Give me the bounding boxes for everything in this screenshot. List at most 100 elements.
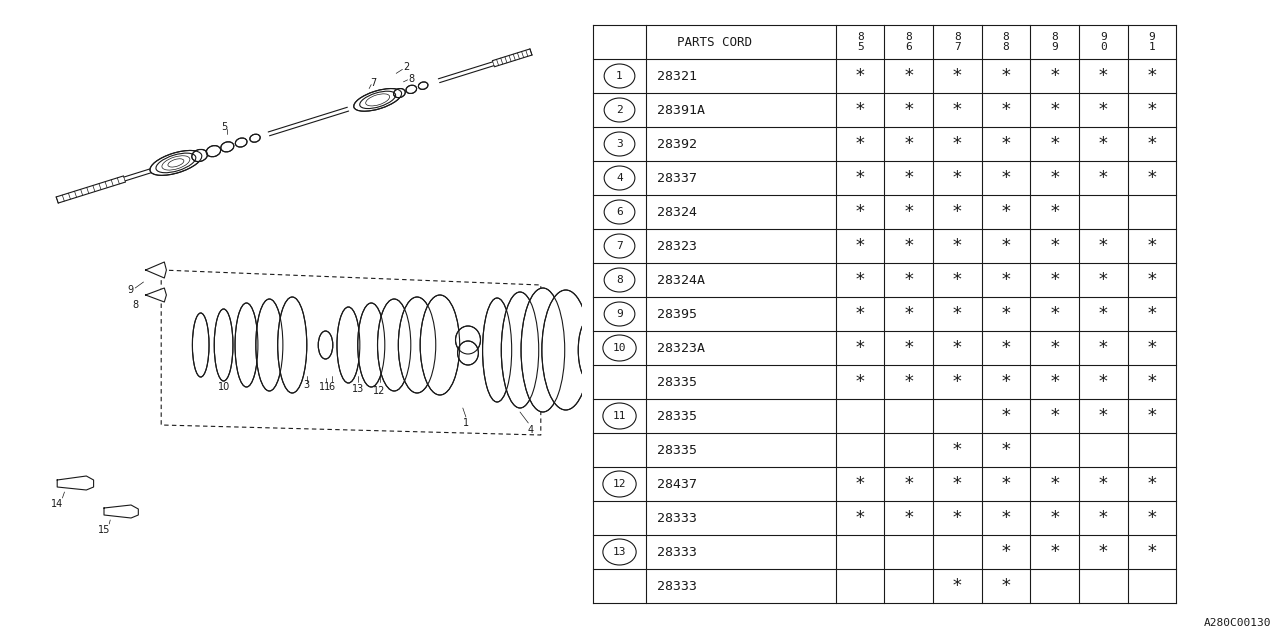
Text: 6: 6: [905, 42, 913, 52]
Text: *: *: [1001, 135, 1011, 153]
Ellipse shape: [214, 309, 233, 381]
Text: *: *: [855, 271, 865, 289]
Text: *: *: [904, 305, 914, 323]
Text: 28335: 28335: [657, 444, 696, 456]
Text: 28323A: 28323A: [657, 342, 704, 355]
Text: *: *: [1147, 339, 1157, 357]
Text: *: *: [855, 135, 865, 153]
Text: *: *: [1001, 67, 1011, 85]
Text: *: *: [855, 339, 865, 357]
Text: 28333: 28333: [657, 511, 696, 525]
Text: *: *: [952, 509, 963, 527]
Ellipse shape: [398, 297, 435, 393]
Text: *: *: [855, 305, 865, 323]
Text: *: *: [1050, 203, 1060, 221]
Text: *: *: [1147, 305, 1157, 323]
Text: *: *: [1147, 237, 1157, 255]
Text: 28333: 28333: [657, 579, 696, 593]
Text: *: *: [1050, 475, 1060, 493]
Text: *: *: [952, 441, 963, 459]
Text: *: *: [1001, 237, 1011, 255]
Text: 8: 8: [1002, 42, 1010, 52]
Text: *: *: [952, 339, 963, 357]
Text: 12: 12: [613, 479, 626, 489]
Text: *: *: [1147, 169, 1157, 187]
Text: *: *: [1098, 237, 1108, 255]
Text: *: *: [1098, 135, 1108, 153]
Text: 10: 10: [218, 382, 229, 392]
Ellipse shape: [393, 88, 406, 98]
Text: *: *: [1147, 543, 1157, 561]
Text: 8: 8: [954, 32, 961, 42]
Text: *: *: [1098, 509, 1108, 527]
Text: *: *: [1098, 67, 1108, 85]
Ellipse shape: [192, 149, 207, 161]
Text: *: *: [904, 169, 914, 187]
Text: *: *: [855, 509, 865, 527]
Text: 9: 9: [1100, 32, 1107, 42]
Text: 6: 6: [329, 382, 335, 392]
Text: 1: 1: [1148, 42, 1156, 52]
Text: 5: 5: [856, 42, 864, 52]
Ellipse shape: [236, 303, 259, 387]
Text: *: *: [904, 509, 914, 527]
Text: 11: 11: [320, 382, 332, 392]
Text: 8: 8: [132, 300, 138, 310]
Polygon shape: [146, 288, 166, 302]
Text: 13: 13: [352, 384, 364, 394]
Text: *: *: [1001, 305, 1011, 323]
Text: *: *: [1050, 67, 1060, 85]
Text: 28323: 28323: [657, 239, 696, 253]
Text: *: *: [855, 67, 865, 85]
Polygon shape: [58, 476, 93, 490]
Text: *: *: [1050, 101, 1060, 119]
Text: *: *: [1098, 101, 1108, 119]
Text: *: *: [1001, 577, 1011, 595]
Text: *: *: [952, 237, 963, 255]
Text: PARTS CORD: PARTS CORD: [677, 35, 751, 49]
Text: 9: 9: [1051, 42, 1059, 52]
Ellipse shape: [502, 292, 539, 408]
Ellipse shape: [250, 134, 260, 142]
Text: *: *: [1001, 373, 1011, 391]
Ellipse shape: [206, 146, 220, 157]
Text: 28337: 28337: [657, 172, 696, 184]
Text: 28333: 28333: [657, 545, 696, 559]
Text: 4: 4: [616, 173, 623, 183]
Text: 8: 8: [1002, 32, 1010, 42]
Text: 28395: 28395: [657, 307, 696, 321]
Text: *: *: [952, 305, 963, 323]
Text: *: *: [1001, 203, 1011, 221]
Text: 7: 7: [370, 77, 376, 88]
Text: *: *: [1147, 407, 1157, 425]
Text: 7: 7: [616, 241, 623, 251]
Text: 12: 12: [374, 386, 385, 396]
Ellipse shape: [221, 142, 234, 152]
Text: *: *: [904, 67, 914, 85]
Text: 28321: 28321: [657, 70, 696, 83]
Text: *: *: [855, 203, 865, 221]
Text: *: *: [904, 203, 914, 221]
Text: 13: 13: [613, 547, 626, 557]
Text: *: *: [952, 169, 963, 187]
Ellipse shape: [420, 295, 460, 395]
Ellipse shape: [192, 313, 209, 377]
Text: *: *: [1050, 237, 1060, 255]
Text: *: *: [952, 67, 963, 85]
Text: 14: 14: [51, 499, 63, 509]
Ellipse shape: [406, 85, 416, 93]
Text: 3: 3: [616, 139, 623, 149]
Text: 9: 9: [616, 309, 623, 319]
Text: *: *: [904, 339, 914, 357]
Text: *: *: [904, 237, 914, 255]
Text: 9: 9: [127, 285, 133, 295]
Text: *: *: [1147, 67, 1157, 85]
Ellipse shape: [236, 138, 247, 147]
Text: A280C00130: A280C00130: [1203, 618, 1271, 628]
Text: *: *: [1001, 101, 1011, 119]
Text: *: *: [904, 135, 914, 153]
Text: 28391A: 28391A: [657, 104, 704, 116]
Ellipse shape: [483, 298, 512, 402]
Text: *: *: [1098, 169, 1108, 187]
Text: 28324A: 28324A: [657, 273, 704, 287]
